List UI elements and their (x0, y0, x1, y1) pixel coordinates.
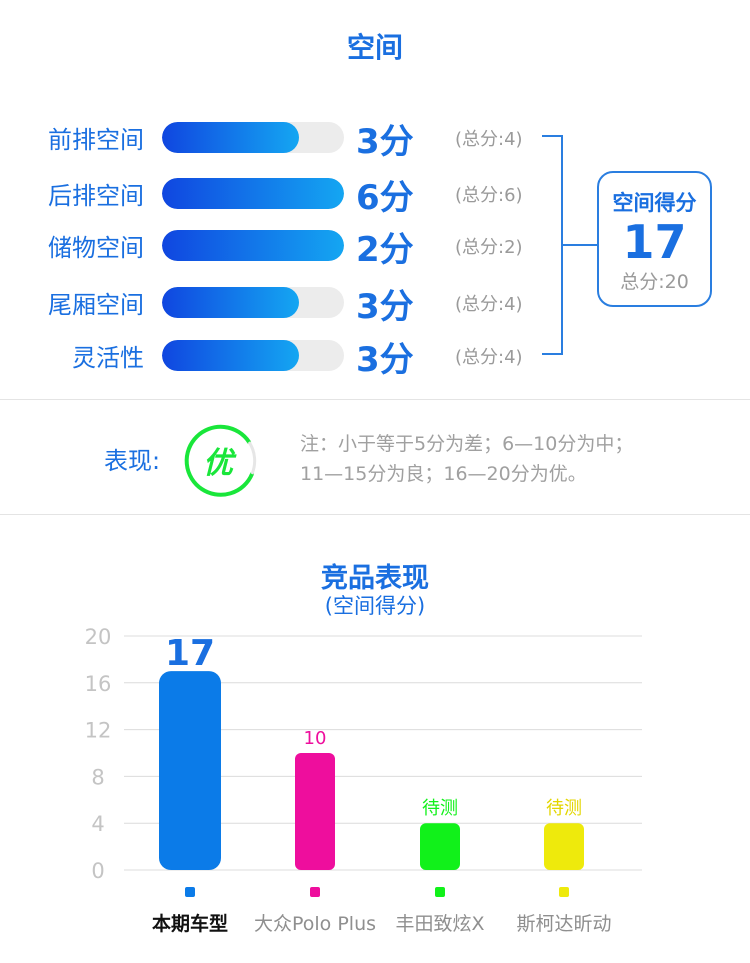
bar (295, 753, 335, 870)
legend-marker (559, 887, 569, 897)
row-bar-trunk (162, 287, 344, 318)
divider-bottom (0, 514, 750, 515)
row-bar-fill (162, 178, 344, 209)
row-bar-rear (162, 178, 344, 209)
row-total-storage: (总分:2) (455, 237, 523, 258)
row-total-rear: (总分:6) (455, 185, 523, 206)
legend-marker (310, 887, 320, 897)
row-score-storage: 2分 (356, 230, 414, 270)
row-label-storage: 储物空间 (48, 234, 144, 262)
row-label-front: 前排空间 (48, 126, 144, 154)
row-score-front: 3分 (356, 122, 414, 162)
row-total-front: (总分:4) (455, 129, 523, 150)
row-label-rear: 后排空间 (48, 182, 144, 210)
y-tick-label: 12 (85, 719, 112, 743)
data-label: 17 (165, 633, 215, 674)
chart-title: 竞品表现 (321, 563, 429, 594)
y-tick-label: 16 (85, 672, 112, 696)
legend-marker (435, 887, 445, 897)
data-label: 待测 (422, 798, 458, 819)
grade-badge: 优 (184, 424, 257, 497)
x-tick-label: 丰田致炫X (395, 913, 484, 935)
row-total-trunk: (总分:4) (455, 294, 523, 315)
row-label-flexibility: 灵活性 (72, 344, 144, 372)
row-label-trunk: 尾厢空间 (48, 291, 144, 319)
space-score-box: 空间得分 17 总分:20 (597, 171, 712, 307)
bar (544, 823, 584, 870)
space-score-total: 总分:20 (620, 271, 689, 293)
row-score-flexibility: 3分 (356, 340, 414, 380)
row-bar-fill (162, 287, 299, 318)
row-bar-flexibility (162, 340, 344, 371)
x-tick-label: 大众Polo Plus (254, 913, 376, 935)
note-line-1: 注：小于等于5分为差；6—10分为中； (300, 433, 634, 455)
divider-top (0, 399, 750, 400)
row-bar-front (162, 122, 344, 153)
y-tick-label: 0 (91, 859, 104, 883)
grade-text: 优 (203, 446, 237, 481)
row-bar-fill (162, 122, 299, 153)
row-bar-storage (162, 230, 344, 261)
row-bar-fill (162, 230, 344, 261)
data-label: 待测 (546, 798, 582, 819)
row-score-rear: 6分 (356, 178, 414, 218)
legend-marker (185, 887, 195, 897)
space-score-value: 17 (622, 215, 687, 269)
x-tick-label: 本期车型 (152, 912, 228, 935)
data-label: 10 (304, 728, 327, 749)
bar (420, 823, 460, 870)
y-tick-label: 8 (91, 765, 104, 789)
row-bar-fill (162, 340, 299, 371)
row-score-trunk: 3分 (356, 287, 414, 327)
y-tick-label: 4 (91, 812, 104, 836)
bracket-connector (542, 135, 598, 355)
y-tick-label: 20 (85, 625, 112, 649)
row-total-flexibility: (总分:4) (455, 347, 523, 368)
performance-label: 表现: (104, 447, 161, 475)
chart-subtitle: (空间得分) (324, 594, 426, 618)
bar (159, 671, 221, 870)
x-tick-label: 斯柯达昕动 (516, 913, 611, 935)
space-section-title: 空间 (346, 31, 403, 64)
space-score-title: 空间得分 (612, 191, 697, 215)
note-line-2: 11—15分为良；16—20分为优。 (300, 463, 587, 485)
